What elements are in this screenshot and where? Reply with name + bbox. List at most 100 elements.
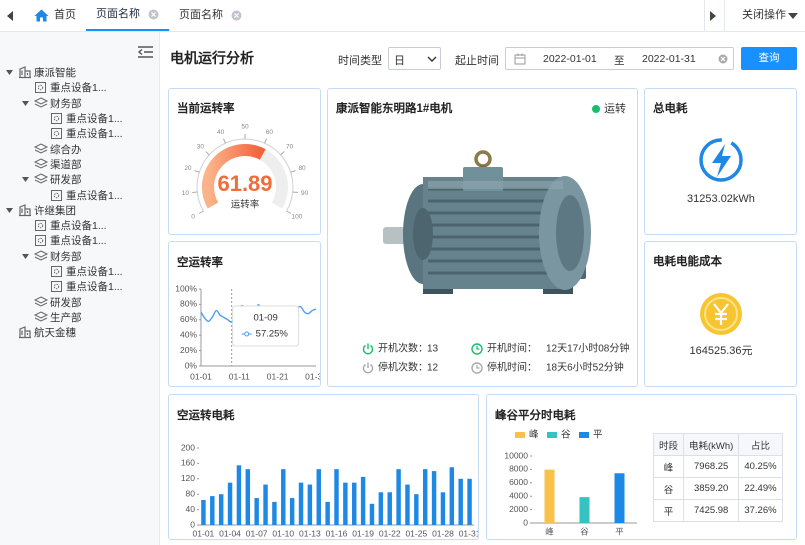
close-x: [151, 12, 156, 17]
table-cell: 平: [652, 499, 685, 522]
tree-node[interactable]: 航天金穗: [0, 325, 160, 340]
tab-close[interactable]: [148, 9, 159, 20]
gauge-tick: [280, 151, 285, 156]
bar: [414, 494, 419, 525]
bar: [227, 482, 233, 525]
gauge-tick-label: 10: [182, 190, 190, 197]
gauge-scale: [196, 138, 294, 212]
collapse-menu[interactable]: [138, 46, 153, 58]
tree-node[interactable]: 重点设备1...: [0, 126, 160, 141]
org-icon: [19, 326, 31, 339]
range-label: 起止时间: [455, 55, 499, 67]
gauge-tick: [205, 151, 210, 156]
dept-icon: [33, 296, 49, 304]
calendar-lines: [515, 53, 525, 59]
tab-close[interactable]: [231, 10, 242, 21]
tree-node[interactable]: 重点设备1...: [0, 80, 160, 95]
tree-node[interactable]: 财务部: [0, 249, 160, 264]
divider: [724, 0, 725, 31]
tree-node[interactable]: 重点设备1...: [0, 264, 160, 279]
x-tick-label: 01-16: [326, 528, 348, 538]
panel-title: 峰谷平分时电耗: [495, 408, 576, 422]
tree-node[interactable]: 综合办: [0, 141, 160, 156]
x-tick-label: 01-21: [267, 371, 289, 381]
tree-node[interactable]: 生产部: [0, 310, 160, 325]
table-header-cell: 占比: [738, 433, 783, 456]
tree-label: 渠道部: [50, 158, 82, 171]
panel-title: 空运转电耗: [177, 408, 235, 422]
tree-node[interactable]: 财务部: [0, 96, 160, 111]
device-gear: [53, 192, 60, 198]
bearing: [413, 208, 433, 260]
legend-swatch: [547, 432, 557, 438]
tree-label: 重点设备1...: [50, 235, 107, 248]
tab-scroll-left[interactable]: [6, 10, 14, 22]
gauge-value-arc: [202, 144, 266, 209]
dept-icon: [33, 158, 49, 166]
x-tick-label: 01-04: [219, 528, 241, 538]
tree-node[interactable]: 重点设备1...: [0, 279, 160, 294]
gauge-tick-label: 90: [301, 190, 309, 197]
x-tick-label: 01-01: [193, 528, 215, 538]
energy-cost-card: 电耗电能成本 164525.36元: [653, 254, 753, 357]
bar: [544, 469, 555, 523]
tree-label: 重点设备1...: [66, 281, 123, 294]
tab[interactable]: 页面名称: [169, 0, 252, 31]
bar: [467, 478, 472, 525]
x-tick-label: 01-19: [352, 528, 374, 538]
tree-node[interactable]: 康派智能: [0, 65, 160, 80]
legend-label: 峰: [529, 430, 539, 441]
clear-icon[interactable]: [718, 54, 728, 64]
panel-title: 当前运转率: [177, 101, 235, 115]
tree-icons: [22, 97, 49, 108]
tree-node[interactable]: 研发部: [0, 294, 160, 309]
tree-node[interactable]: 研发部: [0, 172, 160, 187]
y-tick-label: 40%: [180, 329, 197, 339]
tree-node[interactable]: 重点设备1...: [0, 187, 160, 202]
x-tick-label: 01-07: [246, 528, 268, 538]
table-header-cell: 时段: [652, 433, 685, 456]
bar: [458, 478, 463, 525]
energy-icon-ring: [699, 138, 743, 182]
tab[interactable]: 页面名称: [86, 0, 169, 31]
x-tick-label: 01-10: [272, 528, 294, 538]
tab-scroll-right[interactable]: [709, 10, 717, 22]
tree-node[interactable]: 重点设备1...: [0, 218, 160, 233]
arrow: [710, 11, 716, 21]
calendar: [514, 54, 526, 65]
dept-icon-layer: [34, 103, 48, 108]
time-type-select[interactable]: 日: [388, 47, 441, 70]
tree-label: 重点设备1...: [66, 189, 123, 202]
tree-icons: [33, 158, 49, 169]
tree-node[interactable]: 重点设备1...: [0, 233, 160, 248]
energy-cost-value: 164525.36元: [690, 345, 753, 357]
tree-node[interactable]: 重点设备1...: [0, 111, 160, 126]
close-action[interactable]: 关闭操作: [742, 9, 786, 21]
query-button[interactable]: 查询: [741, 47, 797, 70]
tab-label: 页面名称: [179, 9, 223, 21]
date-range[interactable]: 2022-01-01 至 2022-01-31: [505, 47, 734, 70]
total-energy-panel: 总电耗 31253.02kWh: [644, 88, 797, 235]
peak-valley-panel: 峰谷平分时电耗 0 2000 4000 6000 8000 10000 峰谷平峰谷平 时段 电耗…: [486, 394, 797, 540]
tab[interactable]: 首页: [24, 0, 86, 31]
tree-icons: [22, 173, 49, 184]
gauge-tick-label: 40: [217, 129, 225, 136]
tooltip-dot: [244, 331, 250, 337]
bar: [210, 496, 215, 525]
time-type-label: 时间类型: [338, 55, 382, 67]
device-icon: [51, 281, 62, 293]
bar: [343, 482, 348, 525]
y-tick-label: 0%: [185, 360, 198, 370]
y-tick-label: 0: [190, 519, 195, 529]
tree-label: 重点设备1...: [50, 82, 107, 95]
tree-label: 生产部: [50, 311, 82, 324]
gauge-tick-label: 30: [197, 144, 205, 151]
gauge-tick: [222, 138, 226, 144]
tree-label: 重点设备1...: [66, 128, 123, 141]
gauge-panel: 当前运转率 0 10 20 30 40 50 60 70 80 90 100 61.89 运转率: [168, 88, 321, 235]
tree-node[interactable]: 许继集团: [0, 203, 160, 218]
tree-node[interactable]: 渠道部: [0, 157, 160, 172]
tree-label: 康派智能: [34, 67, 76, 80]
